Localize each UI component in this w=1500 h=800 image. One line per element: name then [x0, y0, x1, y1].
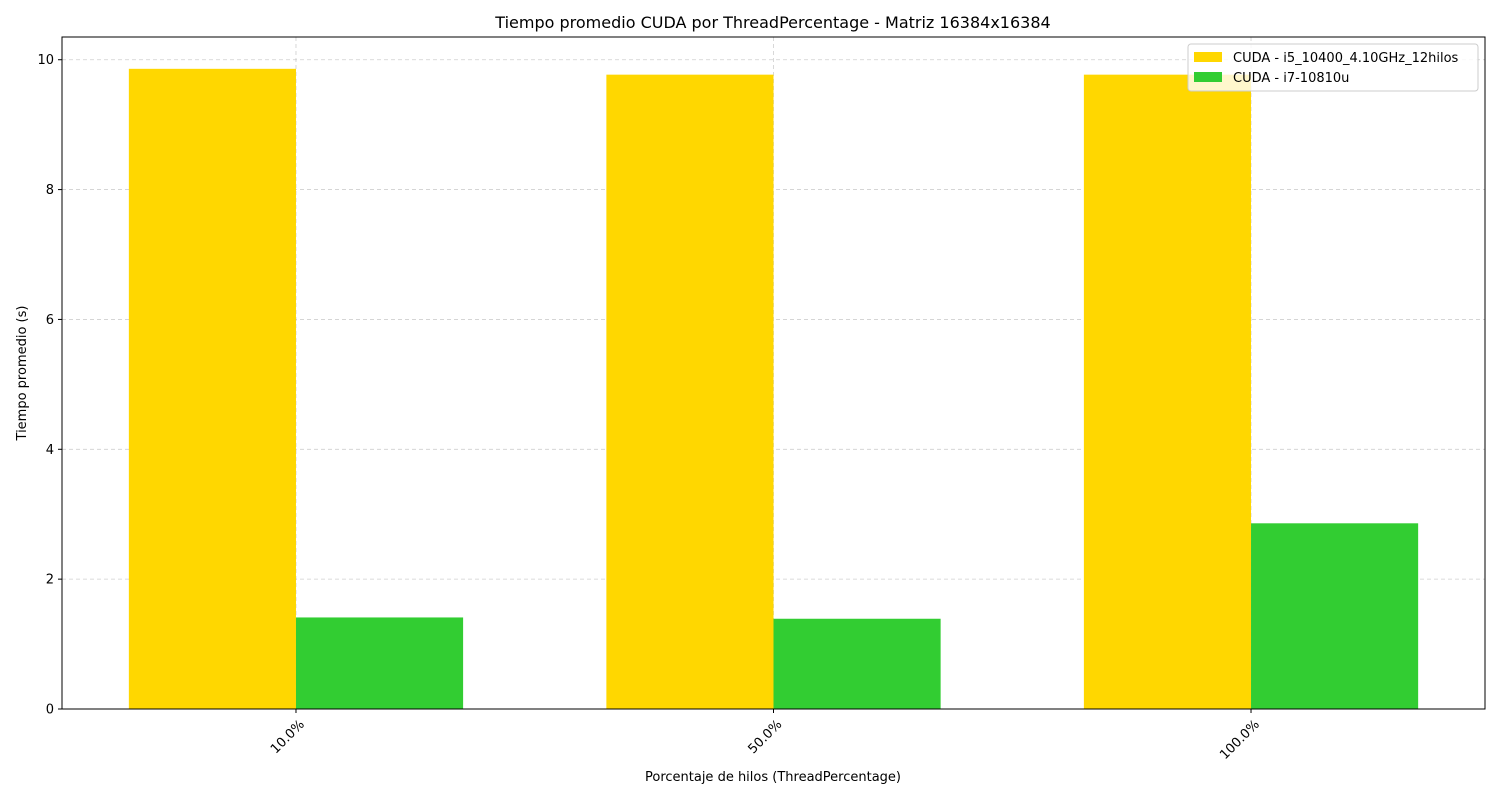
bars-layer: [128, 68, 1419, 710]
bar-series-1-1: [606, 74, 774, 710]
y-tick-label: 6: [46, 313, 54, 328]
y-tick-label: 10: [37, 53, 54, 68]
y-tick-label: 8: [46, 183, 54, 198]
x-tick-label: 10.0%: [268, 717, 308, 757]
bar-series-2-1: [773, 618, 941, 709]
x-ticks: 10.0% 50.0% 100.0%: [268, 709, 1263, 763]
bar-series-1-2: [1083, 74, 1252, 710]
legend-swatch-2: [1194, 72, 1222, 82]
bar-series-2-0: [295, 617, 464, 709]
legend-box: [1187, 43, 1479, 92]
bar-series-1-0: [128, 68, 296, 709]
chart-title: Tiempo promedio CUDA por ThreadPercentag…: [494, 13, 1050, 32]
y-tick-label: 4: [46, 443, 54, 458]
y-ticks: 0 2 4 6 8 10: [37, 53, 62, 718]
legend-label-2: CUDA - i7-10810u: [1233, 71, 1349, 86]
bar-series-2-2: [1251, 523, 1419, 709]
x-axis-label: Porcentaje de hilos (ThreadPercentage): [645, 770, 901, 785]
x-tick-label: 50.0%: [746, 717, 786, 757]
legend: CUDA - i5_10400_4.10GHz_12hilos CUDA - i7…: [1187, 43, 1479, 92]
legend-swatch-1: [1194, 52, 1222, 62]
y-axis-label: Tiempo promedio (s): [15, 306, 30, 442]
legend-label-1: CUDA - i5_10400_4.10GHz_12hilos: [1233, 51, 1459, 66]
x-tick-label: 100.0%: [1217, 717, 1263, 763]
y-tick-label: 2: [46, 573, 54, 588]
y-tick-label: 0: [46, 703, 54, 718]
